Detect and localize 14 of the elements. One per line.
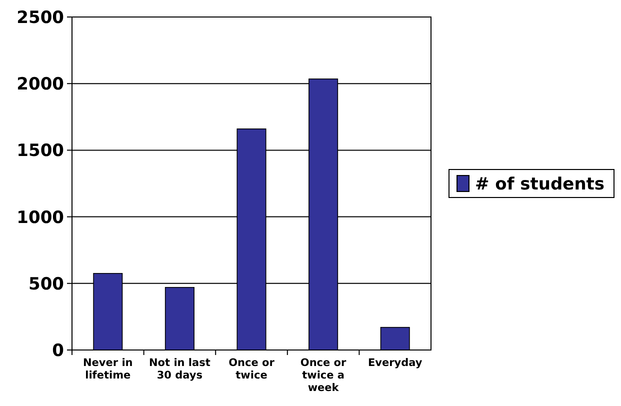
bar [164, 286, 194, 350]
x-tick-label: Once or twice a week [300, 357, 348, 394]
y-tick-label: 1000 [16, 208, 64, 228]
x-tick-label: Once or twice [228, 357, 276, 382]
x-tick-label: Everyday [368, 357, 422, 369]
x-tick-label: Not in last 30 days [149, 357, 210, 382]
x-tick-label: Never in lifetime [83, 357, 133, 382]
legend-label: # of students [475, 174, 605, 194]
y-tick-label: 1500 [16, 141, 64, 162]
y-tick-label: 2000 [16, 74, 64, 95]
y-tick-label: 500 [28, 274, 64, 294]
bar [380, 326, 410, 350]
y-tick-label: 0 [52, 340, 64, 361]
y-tick-label: 2500 [16, 8, 64, 28]
